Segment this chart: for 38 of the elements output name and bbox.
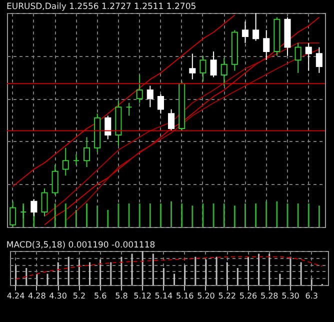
x-tick-label: 6.3 [305, 292, 318, 300]
candlestick [168, 108, 175, 132]
candlestick [189, 53, 196, 80]
candlestick [263, 30, 270, 61]
candlestick [210, 51, 217, 78]
candlestick [41, 188, 48, 217]
x-tick-label: 5.14 [154, 292, 173, 300]
candlestick [316, 46, 322, 74]
candlestick [220, 57, 228, 86]
candlestick [72, 154, 80, 166]
candlestick [52, 164, 58, 196]
candlestick [136, 74, 143, 104]
x-tick-label: 4.28 [28, 292, 46, 300]
x-tick-label: 4.30 [49, 292, 67, 300]
candlestick [242, 21, 249, 44]
candlestick [294, 42, 302, 74]
candlestick [126, 102, 132, 116]
x-tick-label: 5.16 [176, 292, 194, 300]
x-tick-label: 5.20 [197, 292, 215, 300]
x-tick-label: 5.30 [282, 292, 300, 300]
x-tick-label: 5.6 [94, 292, 107, 300]
candlestick [104, 115, 112, 140]
candlestick [83, 136, 90, 168]
x-tick-label: 5.2 [72, 292, 86, 300]
candlestick [252, 12, 260, 42]
candlestick [200, 55, 206, 82]
candlestick [62, 147, 69, 176]
chart-title: EURUSD,Daily 1.2556 1.2727 1.2511 1.2705 [6, 2, 196, 12]
x-tick-label: 5.12 [134, 292, 152, 300]
candlestick [157, 94, 164, 114]
x-tick-label: 5.22 [218, 292, 236, 300]
x-tick-label: 5.8 [115, 292, 128, 300]
candlestick [146, 85, 154, 108]
x-tick-label: 5.28 [260, 292, 278, 300]
candlestick [305, 42, 312, 72]
x-tick-label: 5.26 [239, 292, 258, 300]
chart-title: MACD(3,5,18) 0.001190 -0.001118 [6, 240, 156, 250]
x-tick-label: 4.24 [6, 292, 25, 300]
